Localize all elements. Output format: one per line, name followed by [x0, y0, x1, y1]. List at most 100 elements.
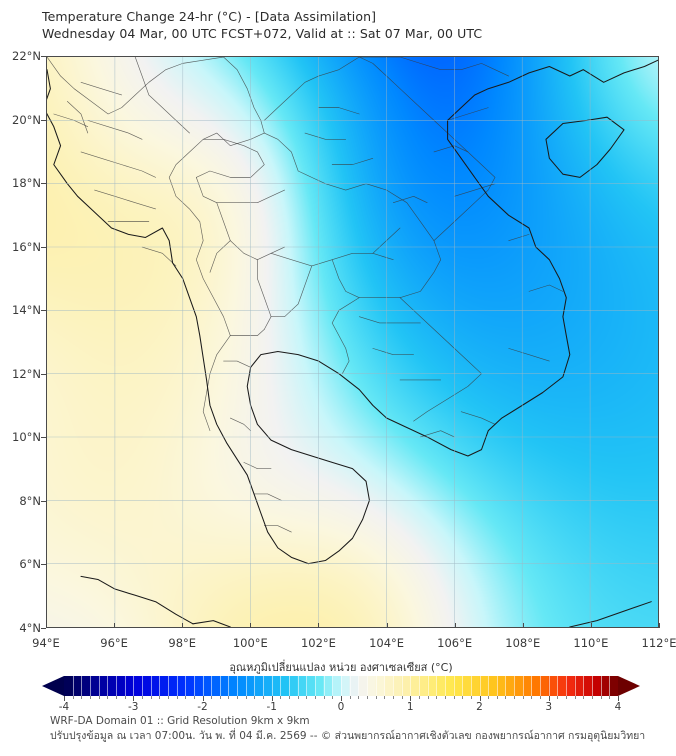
colorbar-bin-separator	[315, 676, 317, 696]
colorbar-bin-separator	[98, 676, 100, 696]
colorbar-minor-tick	[289, 696, 291, 699]
colorbar-bin-separator	[592, 676, 594, 696]
colorbar-minor-tick	[392, 696, 394, 699]
colorbar-bin-separator	[89, 676, 91, 696]
x-axis-tick-mark	[114, 623, 116, 628]
colorbar-bin-separator	[366, 676, 368, 696]
colorbar-minor-tick	[315, 696, 317, 699]
colorbar-minor-tick	[167, 696, 169, 699]
colorbar-minor-tick	[349, 696, 351, 699]
colorbar-bin-separator	[289, 676, 291, 696]
colorbar-bin-separator	[167, 676, 169, 696]
colorbar-minor-tick	[496, 696, 498, 699]
x-axis-tick-mark	[522, 623, 524, 628]
colorbar-minor-tick	[609, 696, 611, 699]
colorbar-bin-separator	[609, 676, 611, 696]
colorbar-bin-separator	[124, 676, 126, 696]
temperature-change-field	[47, 57, 658, 627]
colorbar-minor-tick	[280, 696, 282, 699]
colorbar-bin-separator	[323, 676, 325, 696]
colorbar-minor-tick	[453, 696, 455, 699]
colorbar-minor-tick	[505, 696, 507, 699]
colorbar-minor-tick	[592, 696, 594, 699]
colorbar-bin-separator	[202, 676, 204, 696]
x-axis-tick-mark	[386, 623, 388, 628]
colorbar-minor-tick	[297, 696, 299, 699]
x-axis-tick-label: 94°E	[32, 636, 60, 650]
colorbar-bin-separator	[254, 676, 256, 696]
colorbar-tick-label: -3	[128, 701, 139, 713]
colorbar: อุณหภูมิเปลี่ยนแปลง หน่วย องศาเซลเซียส (…	[42, 660, 640, 714]
colorbar-tick-label: 3	[545, 701, 553, 713]
x-axis-tick-label: 98°E	[168, 636, 197, 650]
x-axis-tick-mark	[318, 623, 320, 628]
colorbar-bin-separator	[358, 676, 360, 696]
colorbar-bin-separator	[237, 676, 239, 696]
colorbar-minor-tick	[193, 696, 195, 699]
chart-title: Temperature Change 24-hr (°C) - [Data As…	[42, 9, 377, 24]
y-axis-tick-mark	[41, 246, 46, 248]
colorbar-minor-tick	[401, 696, 403, 699]
colorbar-bin-separator	[488, 676, 490, 696]
x-axis: 94°E 96°E 98°E 100°E 102°E 104°E 106°E 108°E 110…	[32, 623, 676, 650]
x-axis-tick-label: 108°E	[505, 636, 541, 650]
colorbar-major-tick	[410, 696, 412, 701]
colorbar-bin-separator	[574, 676, 576, 696]
colorbar-minor-tick	[418, 696, 420, 699]
colorbar-bin-separator	[418, 676, 420, 696]
colorbar-bin-separator	[159, 676, 161, 696]
colorbar-bin-separator	[341, 676, 342, 696]
colorbar-minor-tick	[254, 696, 256, 699]
colorbar-bin-separator	[133, 676, 135, 696]
colorbar-minor-tick	[574, 696, 576, 699]
y-axis-tick-label: 8°N	[19, 493, 41, 508]
colorbar-tick-label: -1	[266, 701, 277, 713]
y-axis-tick-label: 14°N	[12, 303, 41, 318]
colorbar-minor-tick	[514, 696, 516, 699]
chart-subtitle: Wednesday 04 Mar, 00 UTC FCST+072, Valid…	[42, 26, 483, 41]
colorbar-major-tick	[341, 696, 342, 701]
colorbar-bin-separator	[297, 676, 299, 696]
colorbar-major-tick	[548, 696, 550, 701]
y-axis-tick-label: 18°N	[12, 176, 41, 191]
colorbar-minor-tick	[141, 696, 143, 699]
colorbar-bin-separator	[401, 676, 403, 696]
colorbar-ticks: -4 -3 -2 -1 0 1 2 3 4	[42, 696, 640, 714]
colorbar-bin-separator	[496, 676, 498, 696]
x-axis-tick-label: 104°E	[369, 636, 405, 650]
colorbar-bin-separator	[228, 676, 230, 696]
colorbar-major-tick	[64, 696, 65, 701]
map-plot-area	[46, 56, 659, 628]
colorbar-minor-tick	[306, 696, 308, 699]
colorbar-minor-tick	[124, 696, 126, 699]
y-axis-tick-mark	[41, 373, 46, 375]
y-axis-tick-mark	[41, 564, 46, 566]
x-axis-tick-label: 106°E	[437, 636, 473, 650]
x-axis-tick-mark	[590, 623, 592, 628]
colorbar-tick-label: -4	[58, 701, 70, 713]
y-axis-tick-mark	[41, 310, 46, 312]
y-axis-tick-mark	[41, 183, 46, 185]
colorbar-bin-separator	[566, 676, 568, 696]
colorbar-bin-separator	[375, 676, 377, 696]
x-axis-tick-label: 96°E	[100, 636, 128, 650]
colorbar-bin-separator	[548, 676, 550, 696]
title-block: Temperature Change 24-hr (°C) - [Data As…	[42, 8, 642, 42]
y-axis-tick-label: 16°N	[12, 239, 41, 254]
colorbar-minor-tick	[263, 696, 265, 699]
attribution-line: ปรับปรุงข้อมูล ณ เวลา 07:00น. วัน พ. ที่…	[50, 730, 646, 742]
colorbar-minor-tick	[211, 696, 213, 699]
colorbar-bin-separator	[81, 676, 83, 696]
colorbar-minor-tick	[531, 696, 533, 699]
y-axis-tick-mark	[41, 628, 46, 629]
y-axis-tick-label: 20°N	[12, 112, 41, 127]
colorbar-over-arrow	[618, 676, 640, 696]
colorbar-bin-separator	[219, 676, 221, 696]
colorbar-bin-separator	[72, 676, 74, 696]
colorbar-minor-tick	[540, 696, 542, 699]
colorbar-major-tick	[202, 696, 204, 701]
y-axis-tick-label: 4°N	[19, 621, 41, 635]
colorbar-major-tick	[479, 696, 481, 701]
y-axis-tick-mark	[41, 119, 46, 121]
colorbar-minor-tick	[89, 696, 91, 699]
